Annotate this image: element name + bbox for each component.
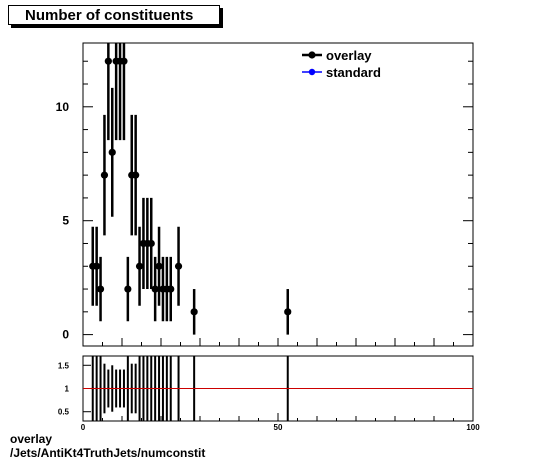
footer-dataset-label: overlay [10,432,53,446]
footer-histogram-path: /Jets/AntiKt4TruthJets/numconstit [10,446,206,460]
overlay-point [147,239,155,248]
overlay-point [135,262,144,270]
overlay-point [132,171,140,179]
main-y-tick-label: 5 [62,214,69,228]
chart-title: Number of constituents [8,5,220,25]
overlay-point [100,171,109,179]
ratio-x-tick-label: 50 [274,423,283,432]
overlay-point [167,285,175,293]
ratio-x-tick-label: 0 [81,423,86,432]
overlay-point [155,262,163,270]
overlay-point [124,285,132,293]
main-y-tick-label: 0 [62,328,69,342]
overlay-point [96,285,105,293]
ratio-x-tick-label: 100 [466,423,480,432]
ratio-y-tick-label: 0.5 [58,408,70,417]
main-plot-frame [82,42,474,347]
overlay-point [174,262,183,270]
overlay-point [104,57,112,65]
main-y-tick-label: 10 [56,100,70,114]
ratio-y-tick-label: 1 [65,385,70,394]
overlay-point [120,57,128,65]
legend-overlay-label: overlay [326,48,372,63]
overlay-point [190,308,198,316]
overlay-point [151,285,159,293]
overlay-point [93,262,101,270]
overlay-point [284,308,292,316]
legend-standard-label: standard [326,65,381,80]
legend-overlay-marker [308,51,316,59]
overlay-point [108,148,116,156]
legend-standard-marker [308,68,316,76]
ratio-y-tick-label: 1.5 [58,361,70,370]
